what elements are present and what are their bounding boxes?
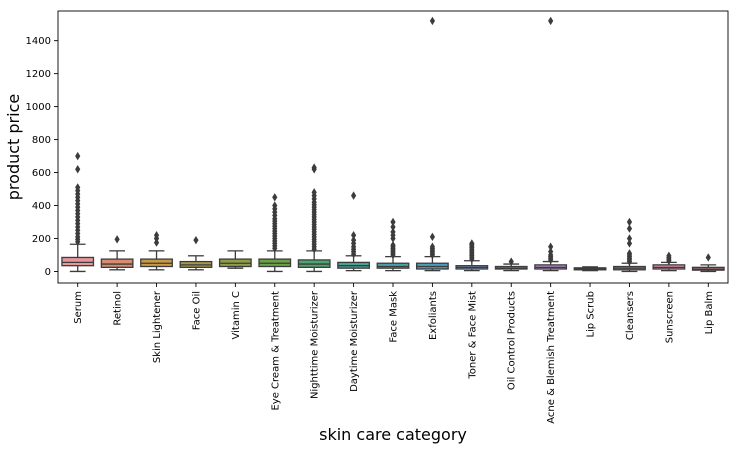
outlier-point [429,242,436,251]
outlier-point [429,16,436,26]
x-axis-label: skin care category [319,425,467,444]
outlier-point [350,235,357,245]
outlier-point [311,163,317,172]
iqr-box [376,262,410,269]
x-tick-label: Lip Balm [704,291,715,334]
iqr-box [61,256,95,267]
y-tick-label: 1200 [26,69,51,80]
box-lip-balm [691,253,725,273]
x-tick-label: Retinol [113,291,124,326]
outlier-point [114,235,120,244]
y-tick-label: 200 [32,234,51,245]
box-face-mask [376,217,410,272]
box-sunscreen [652,251,686,272]
x-tick-label: Exfoliants [428,291,439,340]
x-tick-label: Oil Control Products [507,291,518,390]
outlier-point [272,201,278,210]
box-nighttime-moisturizer [297,163,331,273]
box-serum [61,151,95,273]
x-tick-label: Serum [73,291,84,324]
outlier-point [626,234,633,243]
x-tick-label: Skin Lightener [152,290,163,363]
outlier-point [429,232,436,242]
box-vitamin-c [218,250,252,269]
y-tick-label: 400 [32,201,51,212]
outlier-point [390,222,396,232]
x-tick-label: Lip Scrub [586,291,597,338]
x-tick-label: Nighttime Moisturizer [310,290,321,399]
iqr-box [100,258,134,268]
box-eye-cream-treatment [258,193,292,273]
outlier-point [390,217,396,227]
outlier-point [548,242,554,251]
outlier-point [311,188,317,197]
outlier-point [272,193,278,202]
box-face-oil [179,235,213,271]
x-tick-label: Daytime Moisturizer [349,290,360,392]
box-acne-blemish-treatment [534,16,568,272]
x-tick-label: Sunscreen [664,291,675,343]
box-oil-control-products [494,257,528,272]
x-tick-label: Face Oil [191,291,202,330]
y-tick-label: 600 [32,168,51,179]
y-tick-label: 0 [45,267,51,278]
outlier-point [705,253,711,262]
x-tick-label: Cleansers [625,291,636,340]
x-tick-label: Eye Cream & Treatment [270,291,281,411]
box-daytime-moisturizer [337,191,371,272]
plot-frame [57,10,729,284]
outlier-point [469,239,475,248]
y-tick-label: 1400 [26,36,51,47]
y-tick-label: 1000 [26,102,51,113]
box-lip-scrub [573,266,607,272]
plot-area [61,16,725,273]
box-cleansers [613,217,646,273]
outlier-point [350,230,357,240]
outlier-point [626,217,633,227]
outlier-point [626,224,633,233]
outlier-point [508,257,514,266]
x-tick-label: Toner & Face Mist [467,291,478,380]
x-axis: Serum Retinol Skin Lightener Face Oil Vitami… [73,283,715,424]
box-toner-face-mist [455,239,489,272]
outlier-point [390,227,396,237]
outlier-point [75,183,81,192]
outlier-point [350,191,357,200]
outlier-point [626,239,633,248]
y-axis: 0 200 400 600 800 1000 1200 1400 [26,36,58,278]
outlier-point [193,235,199,245]
outlier-point [548,16,554,26]
y-tick-label: 800 [32,135,51,146]
outlier-point [75,151,81,161]
box-retinol [100,235,134,271]
box-exfoliants [415,16,449,272]
outlier-point [153,230,160,240]
outlier-point [390,240,396,250]
box-skin-lightener [140,230,173,271]
outlier-point [75,165,81,174]
outlier-point [626,249,633,258]
outlier-point [548,247,554,256]
x-tick-label: Vitamin C [231,291,242,339]
outlier-point [666,251,672,260]
x-tick-label: Acne & Blemish Treatment [546,291,557,424]
y-axis-label: product price [4,94,23,200]
x-tick-label: Face Mask [389,291,400,343]
